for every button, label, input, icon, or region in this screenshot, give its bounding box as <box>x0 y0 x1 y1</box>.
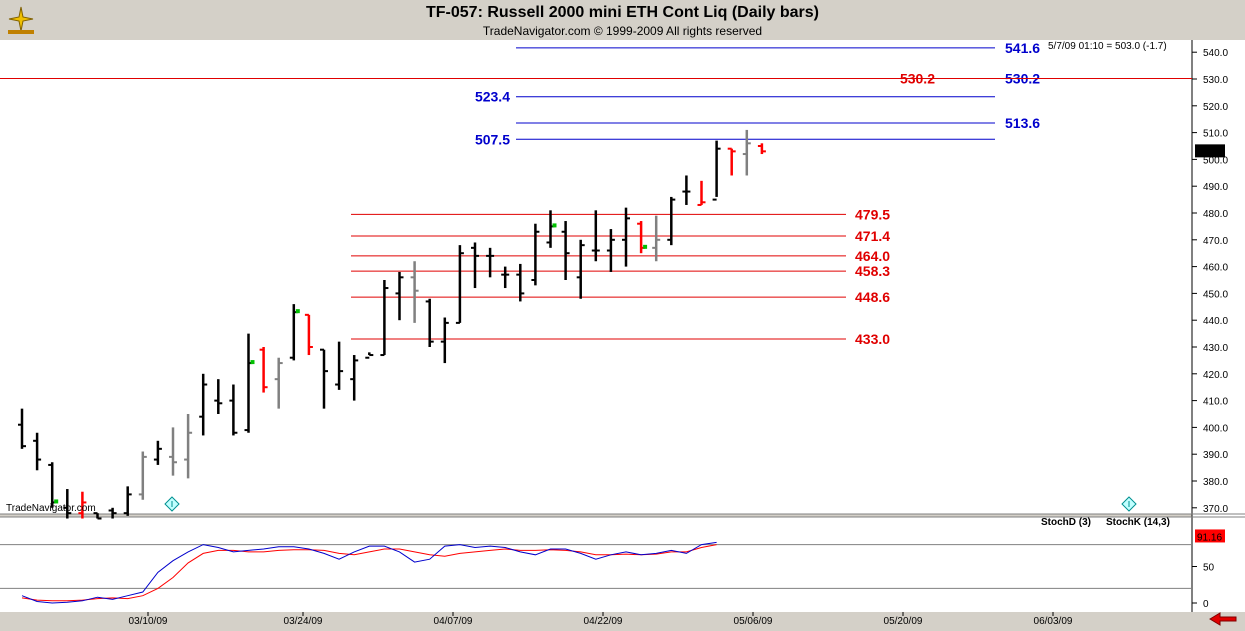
level-label: 479.5 <box>855 206 890 222</box>
oscillator-pane <box>0 517 1192 612</box>
signal-marker <box>552 223 557 228</box>
watermark-text: TradeNavigator.com <box>6 503 96 514</box>
x-tick-label: 05/20/09 <box>884 616 923 627</box>
osc-y-tick-label: 0 <box>1203 599 1209 610</box>
signal-marker <box>250 360 255 365</box>
level-label: 464.0 <box>855 248 890 264</box>
osc-series-line <box>21 544 717 602</box>
y-tick-label: 480.0 <box>1203 209 1228 220</box>
level-label: 541.6 <box>1005 40 1040 56</box>
level-label: 433.0 <box>855 331 890 347</box>
x-tick-label: 04/07/09 <box>434 616 473 627</box>
y-tick-label: 460.0 <box>1203 263 1228 274</box>
timestamp-readout: 5/7/09 01:10 = 503.0 (-1.7) <box>1048 41 1167 52</box>
y-tick-label: 520.0 <box>1203 102 1228 113</box>
level-label: 507.5 <box>475 131 510 147</box>
y-tick-label: 430.0 <box>1203 343 1228 354</box>
scroll-left-arrow-icon[interactable] <box>1209 612 1237 626</box>
x-tick-label: 05/06/09 <box>734 616 773 627</box>
level-label: 513.6 <box>1005 115 1040 131</box>
level-label: 523.4 <box>475 89 510 105</box>
osc-last-value: 91.16 <box>1197 532 1222 543</box>
y-tick-label: 470.0 <box>1203 236 1228 247</box>
last-price-tag <box>1195 144 1225 158</box>
level-label: 530.2 <box>900 70 935 86</box>
legend-stochk: StochK (14,3) <box>1106 517 1170 528</box>
y-tick-label: 390.0 <box>1203 450 1228 461</box>
signal-marker <box>295 309 300 314</box>
y-tick-label: 540.0 <box>1203 48 1228 59</box>
y-tick-label: 510.0 <box>1203 129 1228 140</box>
y-tick-label: 370.0 <box>1203 504 1228 515</box>
level-label: 448.6 <box>855 289 890 305</box>
y-tick-label: 500.0 <box>1203 155 1228 166</box>
x-tick-label: 03/24/09 <box>284 616 323 627</box>
signal-marker <box>643 244 648 249</box>
y-tick-label: 400.0 <box>1203 423 1228 434</box>
price-pane <box>0 40 1192 514</box>
y-tick-label: 450.0 <box>1203 289 1228 300</box>
trade-navigator-logo-icon <box>8 6 34 34</box>
y-tick-label: 440.0 <box>1203 316 1228 327</box>
y-tick-label: 380.0 <box>1203 477 1228 488</box>
osc-last-value-tag <box>1195 529 1225 543</box>
copyright-text: TradeNavigator.com © 1999-2009 All right… <box>482 24 763 38</box>
chart-title: TF-057: Russell 2000 mini ETH Cont Liq (… <box>426 4 819 21</box>
y-tick-label: 410.0 <box>1203 397 1228 408</box>
y-tick-label: 490.0 <box>1203 182 1228 193</box>
x-tick-label: 03/10/09 <box>129 616 168 627</box>
x-tick-label: 06/03/09 <box>1034 616 1073 627</box>
osc-y-tick-label: 50 <box>1203 563 1215 574</box>
last-price-value: 503.0 <box>1197 147 1222 158</box>
signal-marker <box>54 499 59 504</box>
x-tick-label: 04/22/09 <box>584 616 623 627</box>
y-tick-label: 420.0 <box>1203 370 1228 381</box>
legend-stochd: StochD (3) <box>1041 517 1091 528</box>
header-bar: TF-057: Russell 2000 mini ETH Cont Liq (… <box>0 0 1245 40</box>
level-label: 458.3 <box>855 263 890 279</box>
y-tick-label: 530.0 <box>1203 75 1228 86</box>
level-label: 471.4 <box>855 228 890 244</box>
osc-series-line <box>21 541 717 604</box>
